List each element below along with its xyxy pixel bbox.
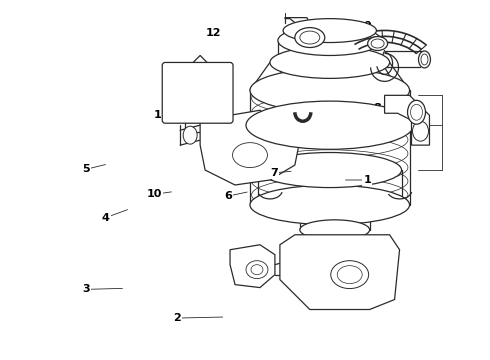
Ellipse shape: [300, 220, 369, 240]
Polygon shape: [280, 235, 399, 310]
Text: 1: 1: [363, 175, 371, 185]
Ellipse shape: [418, 51, 431, 68]
Ellipse shape: [250, 185, 410, 225]
Ellipse shape: [183, 126, 197, 144]
Ellipse shape: [408, 100, 425, 124]
Text: 2: 2: [172, 313, 180, 323]
Ellipse shape: [258, 153, 401, 188]
Ellipse shape: [250, 68, 410, 112]
Text: 3: 3: [82, 284, 90, 294]
Ellipse shape: [278, 26, 382, 55]
Text: 4: 4: [102, 213, 110, 222]
Text: 8: 8: [373, 103, 381, 113]
Ellipse shape: [283, 19, 376, 42]
Polygon shape: [200, 110, 300, 185]
Polygon shape: [385, 95, 429, 145]
Text: 10: 10: [147, 189, 162, 199]
Polygon shape: [230, 245, 275, 288]
Ellipse shape: [270, 46, 390, 78]
FancyBboxPatch shape: [162, 62, 233, 123]
Text: 9: 9: [363, 21, 371, 31]
Ellipse shape: [368, 37, 388, 50]
Text: 11: 11: [154, 111, 170, 121]
Ellipse shape: [295, 28, 325, 48]
Text: 7: 7: [270, 168, 278, 178]
Ellipse shape: [246, 101, 414, 149]
Text: 5: 5: [82, 164, 90, 174]
Text: 6: 6: [224, 191, 232, 201]
Text: 12: 12: [205, 28, 221, 38]
